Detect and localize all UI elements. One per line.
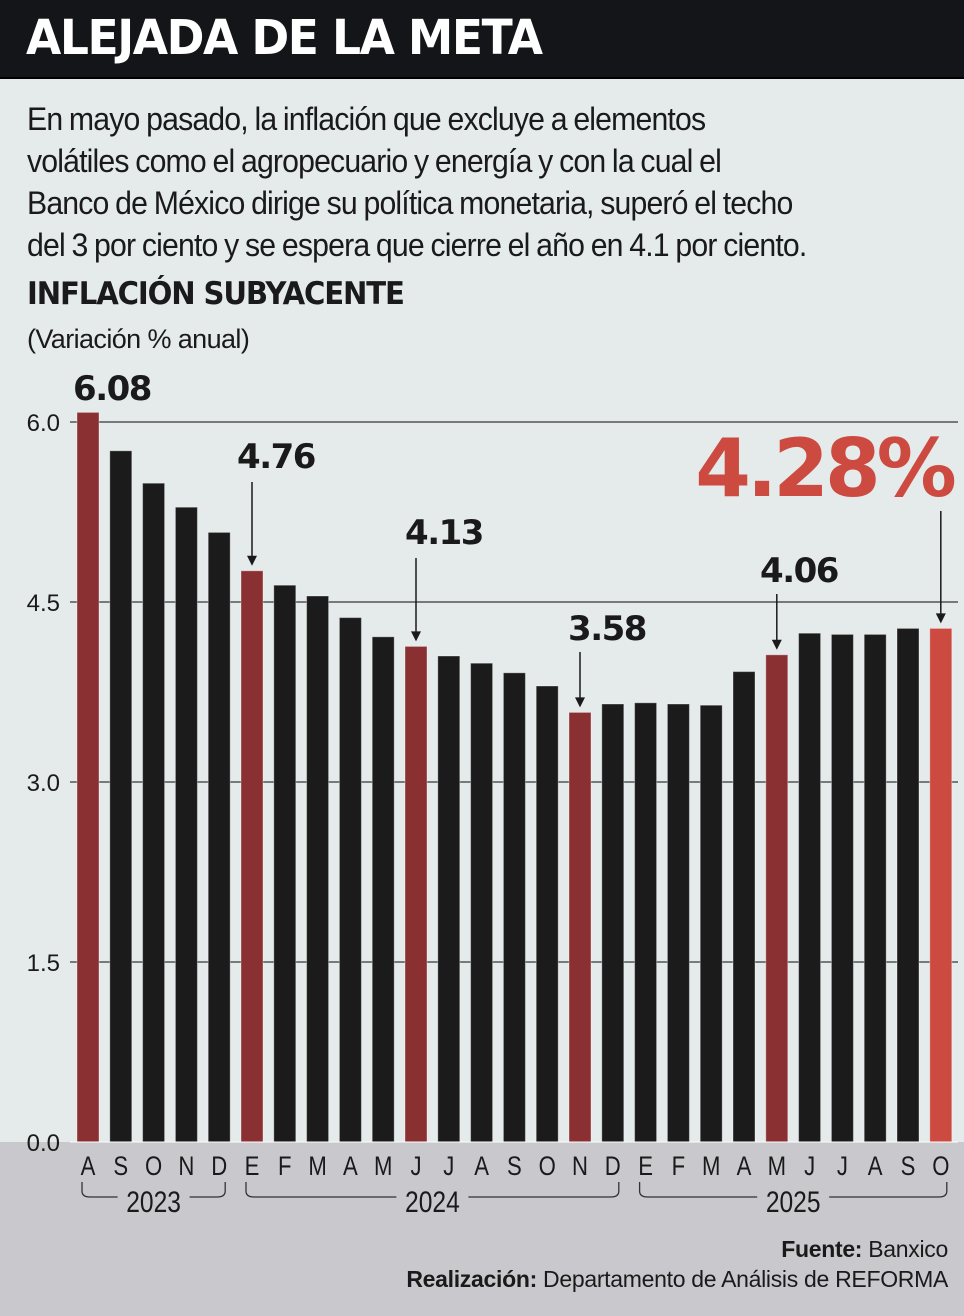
- x-tick-label: M: [374, 1152, 392, 1182]
- bar: [699, 704, 723, 1143]
- intro-line: del 3 por ciento y se espera que cierre …: [27, 227, 807, 263]
- x-tick-label: D: [211, 1152, 227, 1182]
- bar: [273, 584, 297, 1143]
- footer-band: [0, 1142, 964, 1316]
- annotation-arrowhead-icon: [575, 697, 585, 708]
- x-tick-label: J: [804, 1152, 815, 1182]
- bar: [207, 531, 231, 1143]
- data-label: 4.13: [405, 513, 483, 553]
- bar: [76, 411, 100, 1143]
- author-credit: Realización: Departamento de Análisis de…: [406, 1266, 948, 1293]
- year-bracket-left: [638, 1182, 758, 1198]
- highlight-value-label: 4.28%: [695, 422, 954, 515]
- bar: [470, 662, 494, 1143]
- headline: ALEJADA DE LA META: [26, 10, 543, 66]
- bar: [174, 506, 198, 1143]
- x-tick-label: A: [81, 1152, 96, 1182]
- bar: [634, 702, 658, 1143]
- x-tick-label: N: [572, 1152, 588, 1182]
- x-tick-label: F: [672, 1152, 686, 1182]
- x-tick-label: N: [178, 1152, 194, 1182]
- x-tick-label: A: [868, 1152, 883, 1182]
- source-label: Fuente:: [781, 1236, 863, 1262]
- year-bracket-right: [189, 1182, 226, 1198]
- header-banner: ALEJADA DE LA META: [0, 0, 964, 79]
- year-label: 2023: [126, 1185, 181, 1219]
- data-label: 6.08: [73, 369, 151, 409]
- x-tick-label: F: [278, 1152, 292, 1182]
- source-credit: Fuente: Banxico: [781, 1236, 948, 1263]
- year-bracket-right: [829, 1182, 948, 1198]
- chart-subtitle: (Variación % anual): [27, 324, 250, 354]
- bar: [732, 671, 756, 1143]
- x-tick-label: D: [605, 1152, 621, 1182]
- bar: [666, 703, 690, 1143]
- annotation-arrowhead-icon: [247, 555, 257, 566]
- credit-value: Departamento de Análisis de REFORMA: [543, 1266, 948, 1292]
- bar: [830, 633, 854, 1143]
- x-tick-label: M: [702, 1152, 720, 1182]
- x-tick-label: S: [507, 1152, 522, 1182]
- x-tick-label: A: [737, 1152, 752, 1182]
- bar: [765, 654, 789, 1143]
- x-tick-label: O: [539, 1152, 556, 1182]
- y-tick-label: 4.5: [27, 590, 60, 617]
- bar: [437, 655, 461, 1143]
- bar: [109, 450, 133, 1143]
- x-tick-label: S: [113, 1152, 128, 1182]
- year-bracket-left: [81, 1182, 118, 1198]
- x-tick-label: J: [443, 1152, 454, 1182]
- bar: [240, 570, 264, 1143]
- chart-title: INFLACIÓN SUBYACENTE: [27, 276, 405, 312]
- y-tick-label: 0.0: [27, 1130, 60, 1157]
- year-label: 2025: [766, 1185, 821, 1219]
- x-tick-label: E: [638, 1152, 653, 1182]
- bar: [601, 703, 625, 1143]
- annotation-arrowhead-icon: [935, 613, 946, 624]
- year-bracket-left: [245, 1182, 397, 1198]
- data-label: 4.76: [237, 437, 315, 477]
- annotation-arrowhead-icon: [771, 639, 782, 650]
- x-tick-label: J: [837, 1152, 848, 1182]
- bar: [142, 482, 166, 1143]
- x-tick-label: M: [308, 1152, 326, 1182]
- x-tick-label: M: [768, 1152, 786, 1182]
- y-tick-label: 1.5: [27, 950, 60, 977]
- data-label: 3.58: [568, 609, 646, 649]
- x-tick-label: O: [145, 1152, 162, 1182]
- annotation-arrowhead-icon: [411, 631, 421, 642]
- intro-paragraph: En mayo pasado, la inflación que excluye…: [27, 98, 892, 266]
- bar: [929, 627, 953, 1143]
- intro-line: En mayo pasado, la inflación que excluye…: [27, 101, 706, 137]
- intro-line: volátiles como el agropecuario y energía…: [27, 143, 722, 179]
- bar: [306, 595, 330, 1143]
- bar: [404, 645, 428, 1143]
- source-value: Banxico: [868, 1236, 948, 1262]
- bar: [798, 632, 822, 1143]
- x-tick-label: J: [410, 1152, 421, 1182]
- data-label: 4.06: [760, 551, 838, 591]
- x-tick-label: A: [343, 1152, 358, 1182]
- y-tick-label: 6.0: [27, 410, 60, 437]
- bar: [371, 636, 395, 1143]
- bar: [568, 711, 592, 1143]
- x-tick-label: S: [901, 1152, 916, 1182]
- y-tick-label: 3.0: [27, 770, 60, 797]
- year-label: 2024: [405, 1185, 460, 1219]
- year-bracket-right: [468, 1182, 620, 1198]
- x-tick-label: A: [474, 1152, 489, 1182]
- bar: [535, 685, 559, 1143]
- bar: [502, 672, 526, 1143]
- x-tick-label: E: [245, 1152, 260, 1182]
- bar: [863, 633, 887, 1143]
- bar: [896, 627, 920, 1143]
- x-tick-label: O: [932, 1152, 949, 1182]
- intro-line: Banco de México dirige su política monet…: [27, 185, 793, 221]
- bar: [338, 617, 362, 1143]
- credit-label: Realización:: [406, 1266, 537, 1292]
